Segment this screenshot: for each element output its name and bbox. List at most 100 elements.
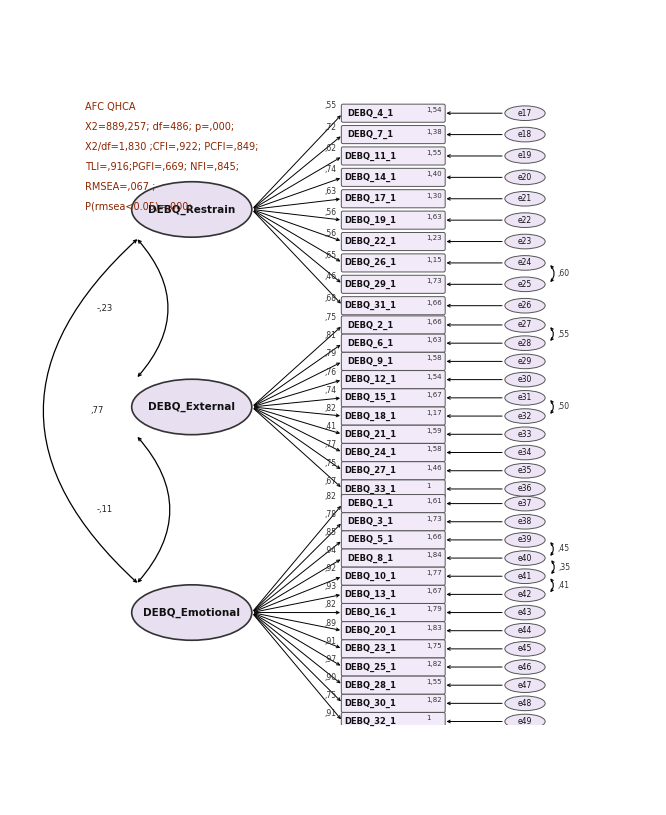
Text: ,62: ,62	[325, 144, 337, 153]
Text: ,82: ,82	[325, 404, 337, 413]
Text: DEBQ_5_1: DEBQ_5_1	[347, 535, 393, 544]
FancyBboxPatch shape	[341, 407, 445, 425]
Text: e48: e48	[518, 698, 532, 708]
Text: 1,55: 1,55	[426, 150, 442, 156]
FancyBboxPatch shape	[341, 316, 445, 334]
Text: DEBQ_Emotional: DEBQ_Emotional	[143, 607, 240, 618]
FancyBboxPatch shape	[341, 622, 445, 640]
Text: e40: e40	[517, 553, 532, 562]
FancyBboxPatch shape	[341, 676, 445, 694]
FancyBboxPatch shape	[341, 352, 445, 371]
Text: DEBQ_1_1: DEBQ_1_1	[347, 499, 393, 509]
Ellipse shape	[505, 696, 545, 711]
Text: DEBQ_17_1: DEBQ_17_1	[344, 194, 396, 203]
Ellipse shape	[505, 569, 545, 584]
Text: ,85: ,85	[325, 528, 337, 537]
Text: DEBQ_11_1: DEBQ_11_1	[344, 152, 396, 161]
Ellipse shape	[505, 551, 545, 566]
Text: 1,77: 1,77	[426, 570, 442, 576]
Text: e37: e37	[517, 499, 532, 508]
Text: TLI=,916;PGFI=,669; NFI=,845;: TLI=,916;PGFI=,669; NFI=,845;	[85, 161, 239, 172]
Text: 1,61: 1,61	[426, 497, 442, 504]
Text: 1,66: 1,66	[426, 534, 442, 540]
Ellipse shape	[505, 496, 545, 511]
Text: DEBQ_29_1: DEBQ_29_1	[344, 280, 396, 289]
FancyBboxPatch shape	[341, 169, 445, 187]
Ellipse shape	[505, 234, 545, 249]
Text: 1,23: 1,23	[426, 236, 442, 241]
FancyBboxPatch shape	[341, 694, 445, 712]
Text: DEBQ_8_1: DEBQ_8_1	[347, 553, 393, 562]
Text: ,91: ,91	[325, 637, 337, 645]
Text: 1,38: 1,38	[426, 129, 442, 134]
Ellipse shape	[505, 318, 545, 333]
Text: 1,15: 1,15	[426, 257, 442, 263]
Ellipse shape	[505, 445, 545, 460]
Text: ,75: ,75	[324, 459, 337, 468]
Ellipse shape	[505, 192, 545, 206]
Text: ,45: ,45	[557, 544, 570, 553]
Text: 1,17: 1,17	[426, 410, 442, 416]
Text: ,55: ,55	[324, 101, 337, 110]
Text: e32: e32	[518, 412, 532, 421]
Text: DEBQ_33_1: DEBQ_33_1	[344, 484, 396, 494]
Ellipse shape	[505, 277, 545, 292]
FancyBboxPatch shape	[341, 147, 445, 165]
Ellipse shape	[505, 532, 545, 547]
Text: DEBQ_Restrain: DEBQ_Restrain	[148, 205, 235, 214]
Text: e25: e25	[518, 280, 532, 289]
Text: 1,55: 1,55	[426, 679, 442, 685]
Ellipse shape	[505, 213, 545, 227]
FancyBboxPatch shape	[341, 495, 445, 513]
Text: DEBQ_External: DEBQ_External	[149, 402, 235, 412]
Text: DEBQ_18_1: DEBQ_18_1	[344, 412, 396, 421]
Text: ,79: ,79	[324, 350, 337, 359]
Text: DEBQ_27_1: DEBQ_27_1	[344, 466, 396, 475]
Text: 1,73: 1,73	[426, 278, 442, 284]
Text: DEBQ_7_1: DEBQ_7_1	[347, 130, 393, 139]
Text: 1,75: 1,75	[426, 643, 442, 649]
Ellipse shape	[505, 256, 545, 271]
FancyBboxPatch shape	[341, 297, 445, 315]
FancyBboxPatch shape	[341, 531, 445, 549]
FancyBboxPatch shape	[341, 232, 445, 250]
FancyBboxPatch shape	[341, 371, 445, 389]
Text: 1,67: 1,67	[426, 392, 442, 398]
Ellipse shape	[505, 372, 545, 387]
Text: 1,46: 1,46	[426, 465, 442, 470]
Ellipse shape	[505, 641, 545, 656]
Text: ,89: ,89	[325, 619, 337, 628]
Text: DEBQ_22_1: DEBQ_22_1	[344, 237, 396, 246]
Ellipse shape	[505, 409, 545, 423]
FancyBboxPatch shape	[341, 712, 445, 730]
Text: DEBQ_15_1: DEBQ_15_1	[344, 394, 396, 403]
FancyBboxPatch shape	[341, 254, 445, 272]
Ellipse shape	[505, 514, 545, 529]
Text: e36: e36	[517, 484, 532, 493]
Text: 1,84: 1,84	[426, 552, 442, 558]
Text: DEBQ_2_1: DEBQ_2_1	[347, 320, 393, 329]
Text: DEBQ_21_1: DEBQ_21_1	[344, 430, 396, 438]
Text: e24: e24	[518, 258, 532, 267]
Text: DEBQ_14_1: DEBQ_14_1	[344, 173, 396, 182]
Text: ,81: ,81	[325, 331, 337, 340]
FancyBboxPatch shape	[341, 126, 445, 143]
FancyBboxPatch shape	[341, 603, 445, 622]
Ellipse shape	[132, 585, 252, 641]
Text: ,56: ,56	[324, 208, 337, 217]
Text: e29: e29	[518, 357, 532, 366]
Text: ,55: ,55	[557, 329, 570, 338]
Text: e46: e46	[517, 663, 532, 672]
Text: X2/df=1,830 ;CFI=,922; PCFI=,849;: X2/df=1,830 ;CFI=,922; PCFI=,849;	[85, 142, 258, 152]
FancyBboxPatch shape	[341, 104, 445, 122]
FancyBboxPatch shape	[341, 443, 445, 461]
Text: ,56: ,56	[324, 230, 337, 239]
Ellipse shape	[505, 354, 545, 368]
Text: ,46: ,46	[324, 272, 337, 281]
Ellipse shape	[505, 390, 545, 405]
Text: DEBQ_32_1: DEBQ_32_1	[344, 717, 396, 726]
Text: ,77: ,77	[324, 440, 337, 449]
Text: ,35: ,35	[559, 562, 571, 571]
FancyBboxPatch shape	[341, 425, 445, 443]
Text: DEBQ_10_1: DEBQ_10_1	[344, 571, 396, 581]
